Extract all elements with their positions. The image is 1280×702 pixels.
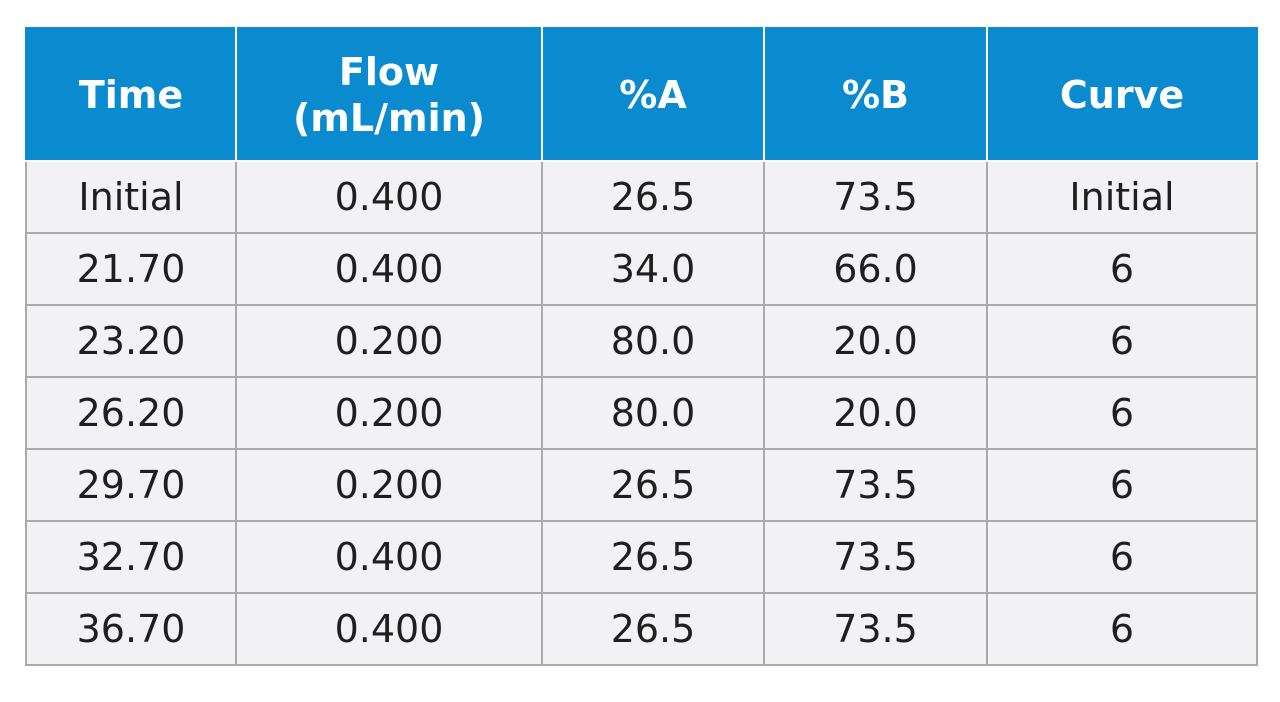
table-row: 21.70 0.400 34.0 66.0 6: [25, 232, 1258, 306]
cell-percent-a: 26.5: [541, 520, 765, 594]
header-row: Time Flow (mL/min) %A %B Curve: [25, 27, 1258, 162]
cell-curve: 6: [986, 520, 1258, 594]
table-row: 32.70 0.400 26.5 73.5 6: [25, 520, 1258, 594]
cell-curve: 6: [986, 376, 1258, 450]
cell-percent-a: 80.0: [541, 304, 765, 378]
cell-percent-a: 26.5: [541, 448, 765, 522]
cell-flow: 0.200: [235, 376, 543, 450]
cell-time: 32.70: [25, 520, 237, 594]
cell-percent-b: 73.5: [763, 448, 988, 522]
cell-percent-b: 73.5: [763, 160, 988, 234]
table-row: 26.20 0.200 80.0 20.0 6: [25, 376, 1258, 450]
cell-percent-a: 26.5: [541, 592, 765, 666]
cell-time: 26.20: [25, 376, 237, 450]
cell-time: 21.70: [25, 232, 237, 306]
table-row: Initial 0.400 26.5 73.5 Initial: [25, 160, 1258, 234]
cell-percent-b: 20.0: [763, 376, 988, 450]
cell-flow: 0.400: [235, 232, 543, 306]
column-header-percent-b: %B: [763, 27, 988, 162]
column-header-percent-a: %A: [541, 27, 765, 162]
gradient-table: Time Flow (mL/min) %A %B Curve Initial 0…: [25, 27, 1258, 666]
cell-flow: 0.400: [235, 520, 543, 594]
cell-curve: 6: [986, 304, 1258, 378]
cell-time: 23.20: [25, 304, 237, 378]
cell-flow: 0.200: [235, 448, 543, 522]
cell-time: Initial: [25, 160, 237, 234]
cell-percent-b: 73.5: [763, 592, 988, 666]
cell-percent-b: 73.5: [763, 520, 988, 594]
cell-flow: 0.400: [235, 160, 543, 234]
cell-percent-a: 26.5: [541, 160, 765, 234]
table-row: 29.70 0.200 26.5 73.5 6: [25, 448, 1258, 522]
cell-percent-b: 20.0: [763, 304, 988, 378]
cell-time: 36.70: [25, 592, 237, 666]
cell-time: 29.70: [25, 448, 237, 522]
cell-curve: 6: [986, 448, 1258, 522]
cell-flow: 0.200: [235, 304, 543, 378]
column-header-flow: Flow (mL/min): [235, 27, 543, 162]
column-header-time: Time: [25, 27, 237, 162]
cell-percent-a: 34.0: [541, 232, 765, 306]
table-row: 36.70 0.400 26.5 73.5 6: [25, 592, 1258, 666]
cell-flow: 0.400: [235, 592, 543, 666]
column-header-curve: Curve: [986, 27, 1258, 162]
cell-percent-a: 80.0: [541, 376, 765, 450]
cell-curve: 6: [986, 232, 1258, 306]
cell-percent-b: 66.0: [763, 232, 988, 306]
table-row: 23.20 0.200 80.0 20.0 6: [25, 304, 1258, 378]
cell-curve: 6: [986, 592, 1258, 666]
cell-curve: Initial: [986, 160, 1258, 234]
